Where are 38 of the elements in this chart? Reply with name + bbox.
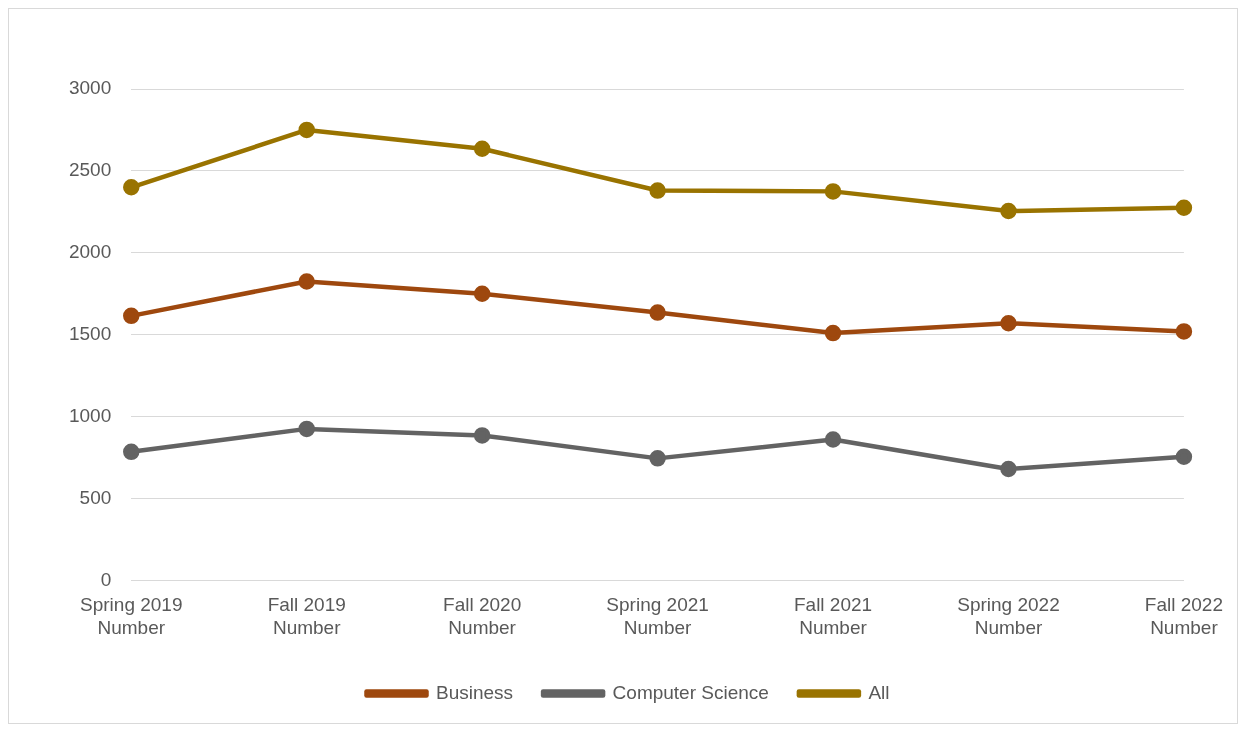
point <box>123 307 140 325</box>
legend-label: Computer Science <box>612 681 769 703</box>
y-tick-label: 1000 <box>68 404 112 426</box>
point <box>1175 199 1193 217</box>
y-tick-label: 2000 <box>68 241 112 263</box>
point <box>298 121 315 139</box>
point <box>123 443 140 461</box>
x-tick-label: Fall 2022 Number <box>1144 594 1224 638</box>
point <box>1175 448 1193 465</box>
legend-label: Business <box>436 681 514 703</box>
point <box>298 273 315 290</box>
point <box>649 182 666 199</box>
x-tick-label: Fall 2019 Number <box>267 594 346 638</box>
point <box>123 179 140 196</box>
y-tick-label: 0 <box>100 568 112 590</box>
y-tick-label: 1500 <box>68 322 112 344</box>
point <box>473 140 491 158</box>
point <box>824 183 842 200</box>
legend-label: All <box>868 681 890 703</box>
point <box>1000 202 1017 220</box>
x-tick-label: Fall 2021 Number <box>793 594 873 638</box>
x-tick-label: Spring 2021 Number <box>606 594 709 638</box>
y-tick-label: 500 <box>79 486 112 508</box>
point <box>1175 323 1193 340</box>
y-tick-label: 2500 <box>68 159 112 181</box>
point <box>473 427 491 444</box>
x-tick-label: Spring 2022 Number <box>957 594 1060 638</box>
point <box>649 304 666 321</box>
point <box>824 431 842 448</box>
point <box>473 285 491 302</box>
point <box>649 450 666 467</box>
point <box>1000 314 1017 332</box>
point <box>1000 460 1017 478</box>
y-tick-label: 3000 <box>68 77 112 99</box>
point <box>824 324 842 342</box>
point <box>298 420 315 438</box>
x-tick-label: Spring 2019 Number <box>80 594 183 638</box>
x-tick-label: Fall 2020 Number <box>443 594 522 638</box>
